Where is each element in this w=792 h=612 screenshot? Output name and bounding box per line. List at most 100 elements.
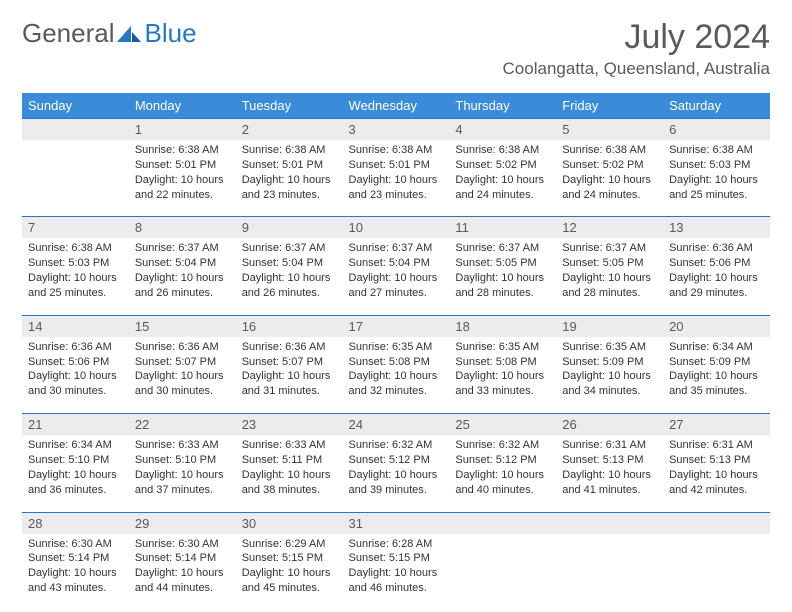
day-sunset: Sunset: 5:07 PM <box>135 355 230 370</box>
day-sunrise: Sunrise: 6:38 AM <box>242 143 337 158</box>
day-sunrise: Sunrise: 6:33 AM <box>242 438 337 453</box>
dow-cell: Thursday <box>449 93 556 119</box>
day-sunset: Sunset: 5:10 PM <box>135 453 230 468</box>
day-cell: Sunrise: 6:31 AMSunset: 5:13 PMDaylight:… <box>663 435 770 512</box>
day-day2: and 41 minutes. <box>562 483 657 498</box>
day-cell: Sunrise: 6:35 AMSunset: 5:08 PMDaylight:… <box>343 337 450 414</box>
day-day1: Daylight: 10 hours <box>669 271 764 286</box>
day-day1: Daylight: 10 hours <box>562 468 657 483</box>
month-title: July 2024 <box>503 18 770 57</box>
day-day1: Daylight: 10 hours <box>455 369 550 384</box>
day-day1: Daylight: 10 hours <box>455 173 550 188</box>
day-day2: and 28 minutes. <box>562 286 657 301</box>
day-sunrise: Sunrise: 6:38 AM <box>28 241 123 256</box>
daynum-cell: 3 <box>343 119 450 141</box>
day-cell: Sunrise: 6:29 AMSunset: 5:15 PMDaylight:… <box>236 534 343 610</box>
daynum-cell: 30 <box>236 512 343 534</box>
daynum-row: 28293031 <box>22 512 770 534</box>
daynum-cell: 26 <box>556 414 663 436</box>
day-cell: Sunrise: 6:28 AMSunset: 5:15 PMDaylight:… <box>343 534 450 610</box>
day-day2: and 46 minutes. <box>349 581 444 596</box>
day-day2: and 27 minutes. <box>349 286 444 301</box>
day-day1: Daylight: 10 hours <box>669 468 764 483</box>
dow-cell: Tuesday <box>236 93 343 119</box>
day-sunrise: Sunrise: 6:34 AM <box>28 438 123 453</box>
day-day1: Daylight: 10 hours <box>28 271 123 286</box>
dow-cell: Sunday <box>22 93 129 119</box>
daynum-cell: 12 <box>556 217 663 239</box>
day-cell: Sunrise: 6:38 AMSunset: 5:01 PMDaylight:… <box>129 140 236 217</box>
day-sunrise: Sunrise: 6:34 AM <box>669 340 764 355</box>
header: General Blue July 2024 Coolangatta, Quee… <box>22 18 770 79</box>
day-day2: and 24 minutes. <box>455 188 550 203</box>
calendar-table: SundayMondayTuesdayWednesdayThursdayFrid… <box>22 93 770 610</box>
daynum-cell: 25 <box>449 414 556 436</box>
day-day1: Daylight: 10 hours <box>135 271 230 286</box>
dow-cell: Monday <box>129 93 236 119</box>
day-day2: and 43 minutes. <box>28 581 123 596</box>
day-day2: and 24 minutes. <box>562 188 657 203</box>
day-cell: Sunrise: 6:36 AMSunset: 5:07 PMDaylight:… <box>129 337 236 414</box>
title-block: July 2024 Coolangatta, Queensland, Austr… <box>503 18 770 79</box>
day-day1: Daylight: 10 hours <box>135 369 230 384</box>
day-sunset: Sunset: 5:10 PM <box>28 453 123 468</box>
day-day1: Daylight: 10 hours <box>242 271 337 286</box>
day-day2: and 42 minutes. <box>669 483 764 498</box>
day-cell <box>449 534 556 610</box>
day-cell: Sunrise: 6:38 AMSunset: 5:03 PMDaylight:… <box>663 140 770 217</box>
daynum-cell <box>663 512 770 534</box>
day-sunset: Sunset: 5:01 PM <box>135 158 230 173</box>
dow-cell: Wednesday <box>343 93 450 119</box>
day-day2: and 23 minutes. <box>349 188 444 203</box>
day-sunrise: Sunrise: 6:35 AM <box>562 340 657 355</box>
day-day2: and 39 minutes. <box>349 483 444 498</box>
day-sunset: Sunset: 5:11 PM <box>242 453 337 468</box>
day-cell: Sunrise: 6:32 AMSunset: 5:12 PMDaylight:… <box>343 435 450 512</box>
day-cell: Sunrise: 6:32 AMSunset: 5:12 PMDaylight:… <box>449 435 556 512</box>
day-day1: Daylight: 10 hours <box>669 369 764 384</box>
day-day2: and 22 minutes. <box>135 188 230 203</box>
day-cell: Sunrise: 6:34 AMSunset: 5:10 PMDaylight:… <box>22 435 129 512</box>
day-day2: and 33 minutes. <box>455 384 550 399</box>
day-sunrise: Sunrise: 6:30 AM <box>28 537 123 552</box>
daynum-cell: 18 <box>449 315 556 337</box>
day-day2: and 29 minutes. <box>669 286 764 301</box>
day-sunrise: Sunrise: 6:36 AM <box>669 241 764 256</box>
day-sunset: Sunset: 5:08 PM <box>349 355 444 370</box>
day-day1: Daylight: 10 hours <box>455 468 550 483</box>
daynum-cell: 14 <box>22 315 129 337</box>
day-day2: and 38 minutes. <box>242 483 337 498</box>
day-sunrise: Sunrise: 6:38 AM <box>349 143 444 158</box>
dow-cell: Friday <box>556 93 663 119</box>
day-day2: and 45 minutes. <box>242 581 337 596</box>
day-cell: Sunrise: 6:36 AMSunset: 5:06 PMDaylight:… <box>22 337 129 414</box>
daynum-cell: 17 <box>343 315 450 337</box>
day-sunrise: Sunrise: 6:37 AM <box>455 241 550 256</box>
day-sunset: Sunset: 5:05 PM <box>562 256 657 271</box>
logo: General Blue <box>22 18 197 49</box>
day-sunset: Sunset: 5:09 PM <box>669 355 764 370</box>
daynum-cell: 19 <box>556 315 663 337</box>
day-day2: and 25 minutes. <box>28 286 123 301</box>
location: Coolangatta, Queensland, Australia <box>503 59 770 79</box>
daynum-cell: 16 <box>236 315 343 337</box>
day-cell: Sunrise: 6:38 AMSunset: 5:03 PMDaylight:… <box>22 238 129 315</box>
day-cell: Sunrise: 6:36 AMSunset: 5:07 PMDaylight:… <box>236 337 343 414</box>
day-day2: and 26 minutes. <box>135 286 230 301</box>
day-sunset: Sunset: 5:04 PM <box>349 256 444 271</box>
day-day1: Daylight: 10 hours <box>28 468 123 483</box>
day-sunset: Sunset: 5:06 PM <box>28 355 123 370</box>
day-cell: Sunrise: 6:31 AMSunset: 5:13 PMDaylight:… <box>556 435 663 512</box>
day-cell <box>22 140 129 217</box>
daynum-cell: 2 <box>236 119 343 141</box>
day-day2: and 34 minutes. <box>562 384 657 399</box>
day-sunset: Sunset: 5:14 PM <box>135 551 230 566</box>
day-day2: and 30 minutes. <box>135 384 230 399</box>
day-cell: Sunrise: 6:38 AMSunset: 5:01 PMDaylight:… <box>343 140 450 217</box>
daynum-cell <box>449 512 556 534</box>
day-cell: Sunrise: 6:35 AMSunset: 5:08 PMDaylight:… <box>449 337 556 414</box>
day-cell: Sunrise: 6:33 AMSunset: 5:11 PMDaylight:… <box>236 435 343 512</box>
content-row: Sunrise: 6:34 AMSunset: 5:10 PMDaylight:… <box>22 435 770 512</box>
daynum-cell: 9 <box>236 217 343 239</box>
content-row: Sunrise: 6:38 AMSunset: 5:03 PMDaylight:… <box>22 238 770 315</box>
